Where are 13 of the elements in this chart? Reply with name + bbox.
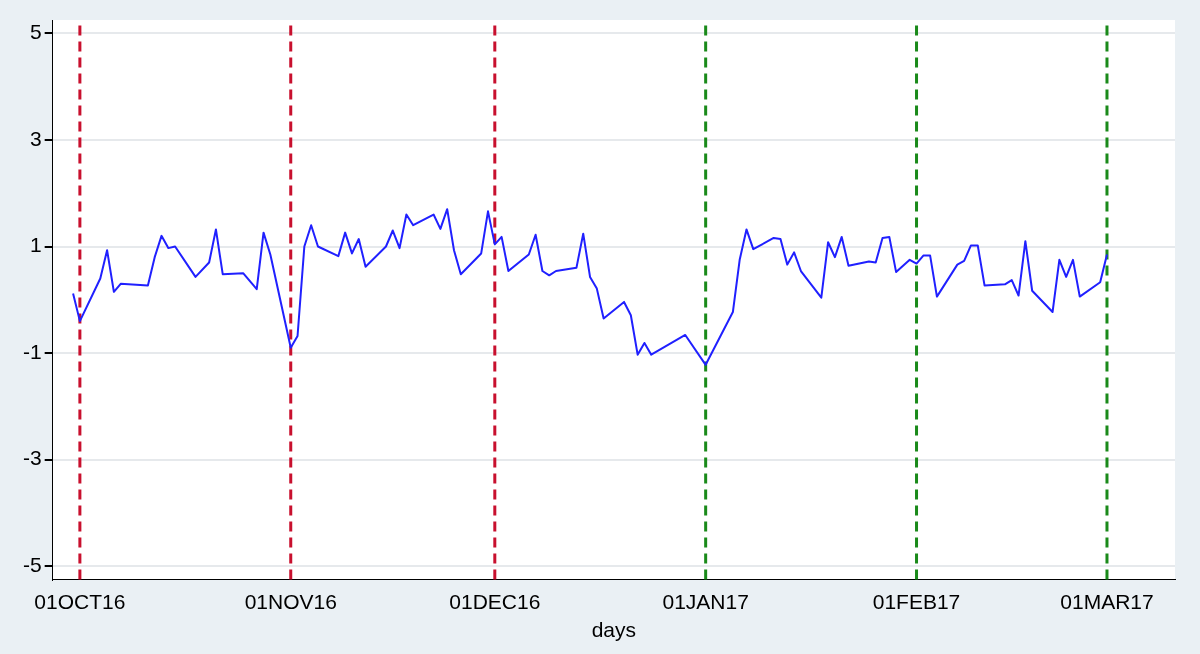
y-tick-label: -5 [22, 553, 42, 577]
y-tick-label: 1 [29, 233, 42, 257]
y-tick-label: -1 [22, 339, 42, 363]
x-tick-label: 01DEC16 [449, 590, 541, 613]
x-tick-label: 01FEB17 [872, 590, 961, 613]
y-tick-label: -3 [22, 446, 42, 470]
x-tick-label: 01OCT16 [34, 590, 126, 613]
x-axis-title: days [591, 618, 637, 642]
x-tick-label: 01JAN17 [662, 590, 749, 613]
x-tick-label: 01MAR17 [1060, 590, 1154, 613]
x-tick-label: 01NOV16 [244, 590, 337, 613]
y-tick-label: 5 [29, 20, 42, 44]
y-tick-label: 3 [29, 126, 42, 150]
